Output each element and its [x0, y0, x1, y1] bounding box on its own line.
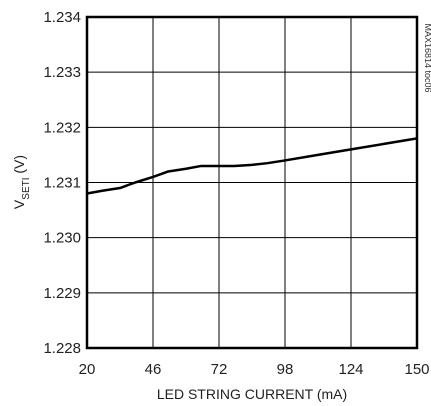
x-tick-label: 46	[145, 361, 162, 378]
y-tick-label: 1.230	[43, 230, 81, 247]
y-tick-label: 1.233	[43, 64, 81, 81]
y-tick-label: 1.232	[43, 119, 81, 136]
gridlines	[87, 17, 417, 348]
x-tick-label: 20	[79, 361, 96, 378]
plot-frame	[85, 15, 419, 350]
x-tick-label: 98	[277, 361, 294, 378]
x-axis-title: LED STRING CURRENT (mA)	[157, 386, 347, 402]
x-tick-labels: 20 46 72 98 124 150	[79, 361, 430, 378]
y-axis-title-main: V	[11, 199, 27, 209]
y-axis-title: VSETI (V)	[11, 155, 32, 209]
y-tick-label: 1.234	[43, 9, 81, 26]
y-tick-label: 1.228	[43, 340, 81, 357]
y-axis-title-unit: (V)	[11, 155, 27, 178]
y-axis-title-subscript: SETI	[21, 177, 32, 199]
x-tick-label: 124	[338, 361, 363, 378]
x-tick-label: 72	[211, 361, 228, 378]
side-note: MAX16814 toc06	[423, 23, 431, 92]
x-tick-label: 150	[404, 361, 429, 378]
y-tick-label: 1.229	[43, 285, 81, 302]
series-line-vseti	[86, 137, 418, 195]
y-tick-label: 1.231	[43, 175, 81, 192]
y-tick-labels: 1.228 1.229 1.230 1.231 1.232 1.233 1.234	[43, 9, 81, 357]
